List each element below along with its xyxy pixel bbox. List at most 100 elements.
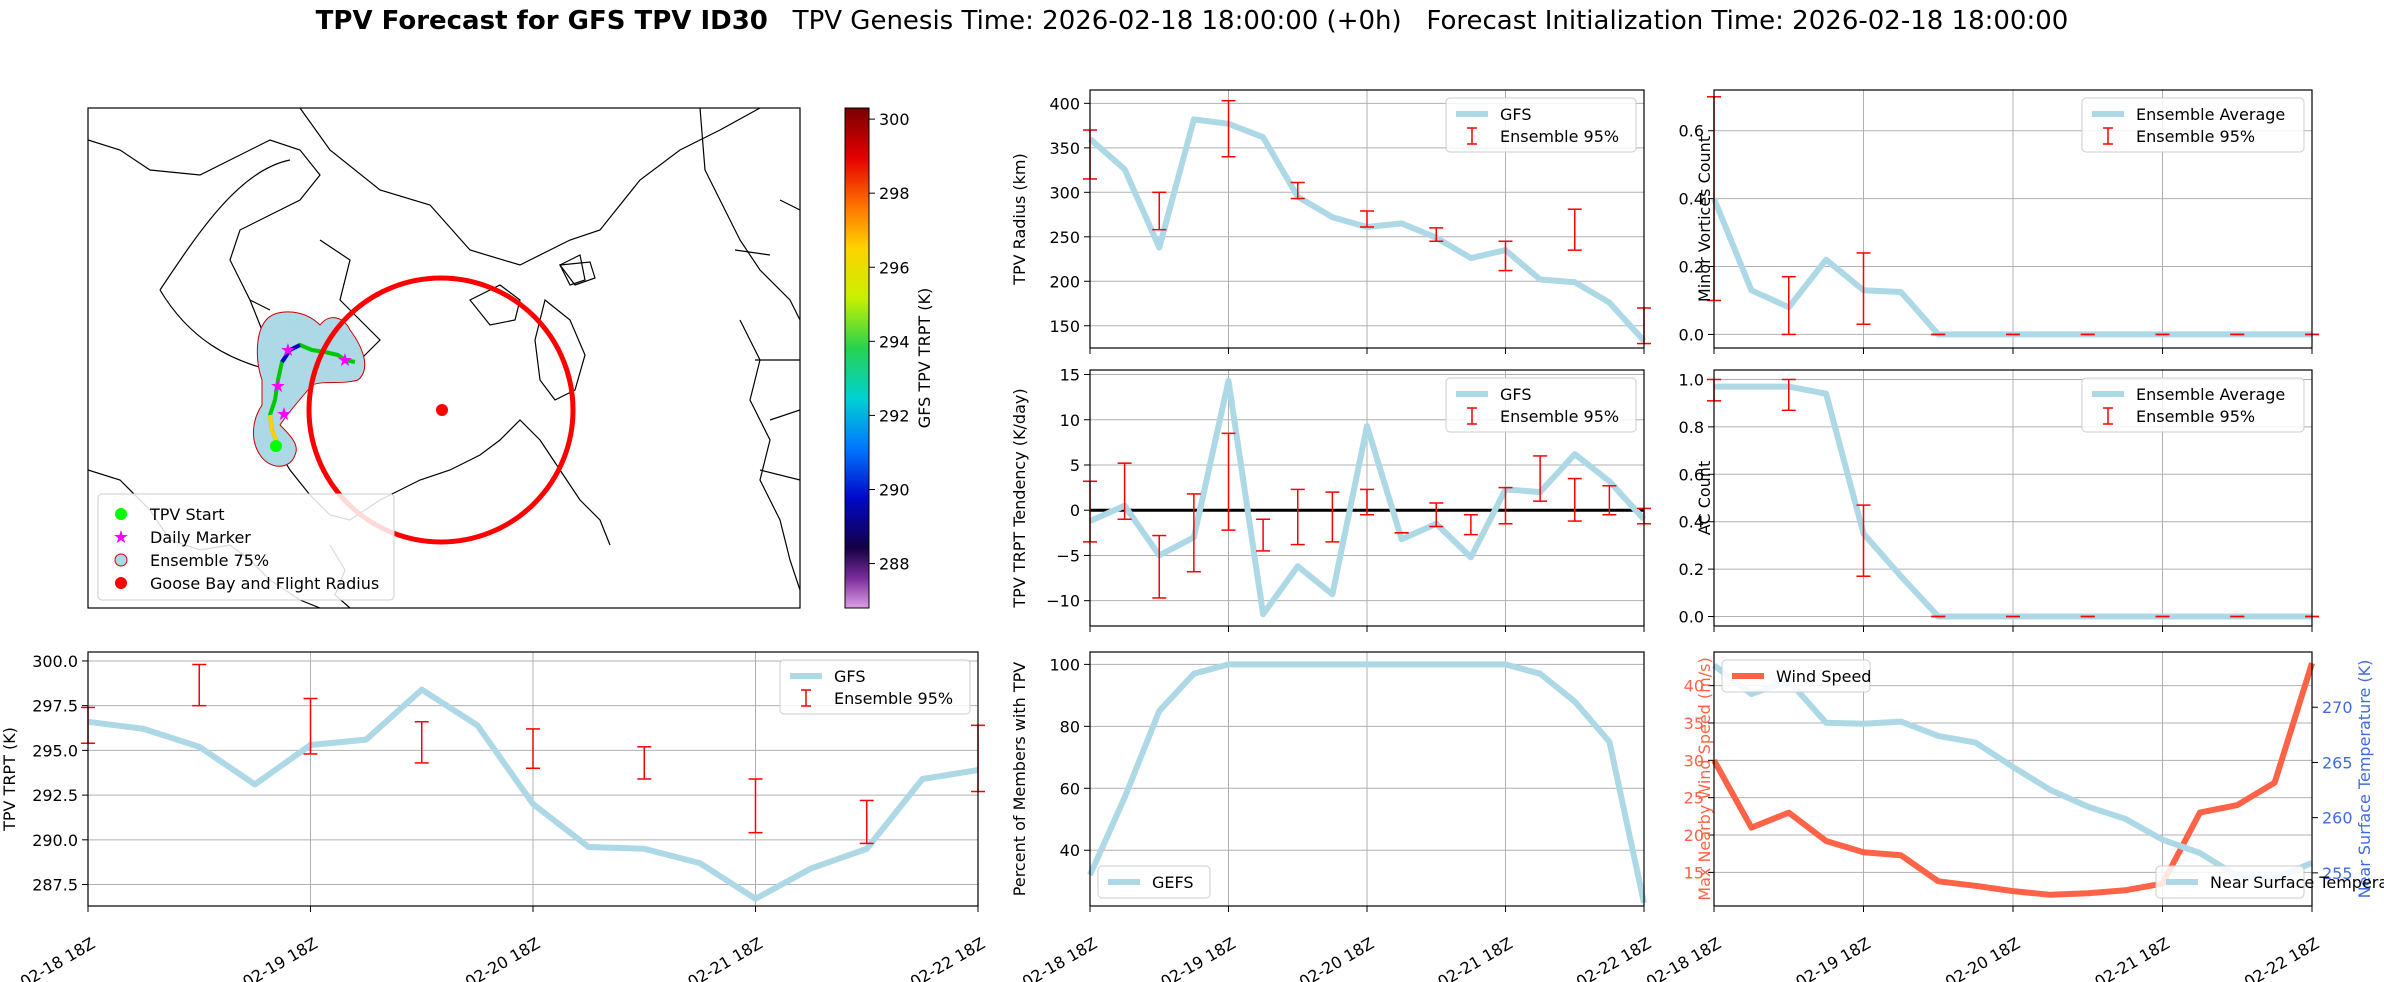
europe-coast [699, 108, 800, 321]
chart-legend-box [2081, 377, 2305, 433]
plot-frame [1713, 651, 2313, 907]
y-tick-label: 0.2 [1679, 560, 1704, 579]
chart-panel-radius: 150 200 250 300 350 400 TPV Radius (km) GFS Ense… [1010, 89, 1651, 354]
y-axis-label: AC Count [1695, 461, 1714, 535]
map-frame [87, 107, 801, 609]
y-tick-label: 290.0 [32, 831, 78, 850]
y-right-tick-label: 270 [2322, 698, 2353, 717]
chart-legend-box [779, 659, 971, 715]
x-tick-label: 02-20 18Z [462, 934, 543, 982]
arctic-coast [88, 139, 321, 311]
colorbar-tick-label: 300 [879, 110, 910, 129]
y-tick-label: 40 [1060, 841, 1080, 860]
y-right-tick-label: 255 [2322, 864, 2353, 883]
flight-radius-circle [306, 275, 576, 545]
figure-title: TPV Forecast for GFS TPV ID30 TPV Genesi… [0, 6, 2384, 36]
colorbar-tick-label: 288 [879, 555, 910, 574]
chart-legend: Ensemble Average Ensemble 95% [2081, 97, 2305, 153]
x-tick-label: 02-18 18Z [1643, 934, 1724, 982]
europe-coast-2 [739, 319, 800, 591]
plot-frame [1713, 369, 2313, 627]
y-tick-label: 300 [1049, 183, 1080, 202]
series-line-near-surface-temperature [1712, 662, 2314, 882]
y-axis-label: Percent of Members with TPV [1010, 662, 1029, 896]
plot-frame [87, 651, 979, 907]
y-tick-label: 150 [1049, 317, 1080, 336]
legend-entry: Ensemble 95% [2136, 127, 2255, 146]
track-line [159, 289, 271, 371]
chart-legend-box [2155, 865, 2305, 899]
chart-panel-ac: 0.0 0.2 0.4 0.6 0.8 1.0 AC Count Ensemble Avera… [1679, 369, 2319, 632]
y-tick-label: 0.6 [1679, 122, 1704, 141]
y-axis-label: TPV Radius (km) [1010, 153, 1029, 286]
y-tick-label: 15 [1684, 863, 1704, 882]
y-tick-label: 0.4 [1679, 190, 1704, 209]
colorbar-tick-label: 292 [879, 406, 910, 425]
y-tick-label: 25 [1684, 789, 1704, 808]
chart-legend-box [1445, 97, 1637, 153]
chart-panel-trpt: 02-18 18Z 02-19 18Z 02-20 18Z 02-21 18Z 02-2… [0, 651, 988, 982]
labrador-coast [349, 419, 611, 546]
colorbar-ticks: 288 290 292 294 296 298 300 [869, 110, 910, 574]
x-tick-label: 02-18 18Z [17, 934, 98, 982]
y-tick-label: 1.0 [1679, 370, 1704, 389]
figure-title-rest: TPV Genesis Time: 2026-02-18 18:00:00 (+… [767, 6, 2069, 36]
y-right-tick-label: 260 [2322, 809, 2353, 828]
colorbar-tick-label: 290 [879, 480, 910, 499]
y-axis-label: Max Nearby Wind Speed (m/s) [1695, 657, 1714, 900]
island-shape [534, 298, 586, 401]
y-tick-label: 35 [1684, 714, 1704, 733]
legend-entry: GFS [1500, 385, 1531, 404]
y-tick-label: 400 [1049, 94, 1080, 113]
y-tick-label: −5 [1056, 546, 1080, 565]
series-line-gefs [1087, 661, 1647, 904]
legend-entry: GFS [1500, 105, 1531, 124]
legend-entry: Wind Speed [1776, 667, 1871, 686]
y-right-tick-label: 265 [2322, 753, 2353, 772]
legend-tpv-start-icon [115, 508, 127, 520]
colorbar: 288 290 292 294 296 298 300 GFS TPV TRPT (K) [844, 107, 934, 609]
goose-bay-marker [436, 404, 448, 416]
y-tick-label: 250 [1049, 228, 1080, 247]
chart-legend-box [1097, 865, 1211, 899]
chart-legend: Wind Speed [1721, 659, 1871, 693]
legend-ensemble-75: Ensemble 75% [150, 551, 269, 570]
map-legend: TPV Start ★ Daily Marker Ensemble 75% Go… [97, 493, 395, 601]
y-tick-label: 10 [1060, 411, 1080, 430]
x-tick-label: 02-21 18Z [2091, 934, 2172, 982]
y-tick-label: 100 [1049, 655, 1080, 674]
series-line-gfs [87, 686, 979, 902]
x-tick-label: 02-19 18Z [239, 934, 320, 982]
x-tick-label: 02-19 18Z [1157, 934, 1238, 982]
y-tick-label: 300.0 [32, 652, 78, 671]
colorbar-gradient [844, 107, 870, 609]
y-tick-label: 297.5 [32, 697, 78, 716]
chart-legend: GEFS [1097, 865, 1211, 899]
x-tick-label: 02-18 18Z [1019, 934, 1100, 982]
chart-legend: Ensemble Average Ensemble 95% [2081, 377, 2305, 433]
legend-entry: Ensemble 95% [834, 689, 953, 708]
chart-legend-box [2081, 97, 2305, 153]
y-tick-label: 0.8 [1679, 418, 1704, 437]
chart-legend-box [1721, 659, 1871, 693]
legend-entry: Ensemble 95% [2136, 407, 2255, 426]
x-tick-label: 02-22 18Z [907, 934, 988, 982]
chart-panel-members: 02-18 18Z 02-19 18Z 02-20 18Z 02-21 18Z 02-2… [1010, 651, 1654, 982]
y-tick-label: 350 [1049, 139, 1080, 158]
x-tick-label: 02-19 18Z [1792, 934, 1873, 982]
chart-legend: Near Surface Temperature [2155, 865, 2384, 899]
tpv-start-marker [270, 440, 282, 452]
y-tick-label: 0.6 [1679, 465, 1704, 484]
iceland [558, 261, 596, 286]
plot-frame [1089, 651, 1645, 907]
y-tick-label: 15 [1060, 366, 1080, 385]
daily-marker: ★ [270, 376, 286, 397]
colorbar-tick-label: 296 [879, 258, 910, 277]
daily-marker: ★ [276, 404, 292, 425]
x-tick-label: 02-20 18Z [1942, 934, 2023, 982]
legend-entry: Ensemble Average [2136, 105, 2285, 124]
map-legend-box [97, 493, 395, 601]
daily-marker: ★ [337, 350, 353, 371]
plot-frame [1089, 369, 1645, 627]
